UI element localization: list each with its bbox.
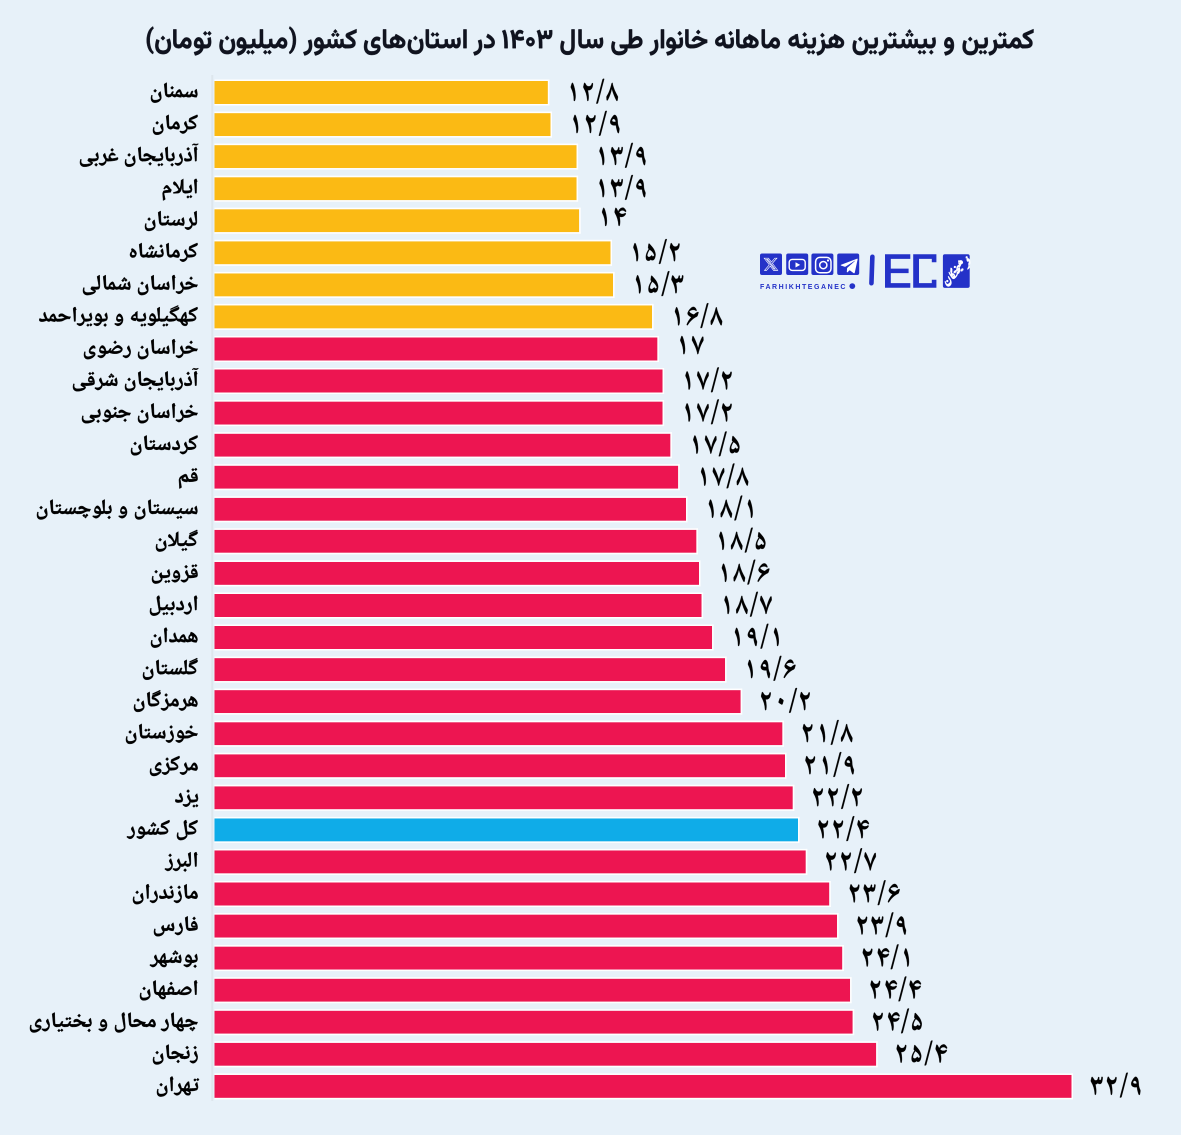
- svg-text:FARHIKHTEGANEC: FARHIKHTEGANEC: [760, 284, 847, 291]
